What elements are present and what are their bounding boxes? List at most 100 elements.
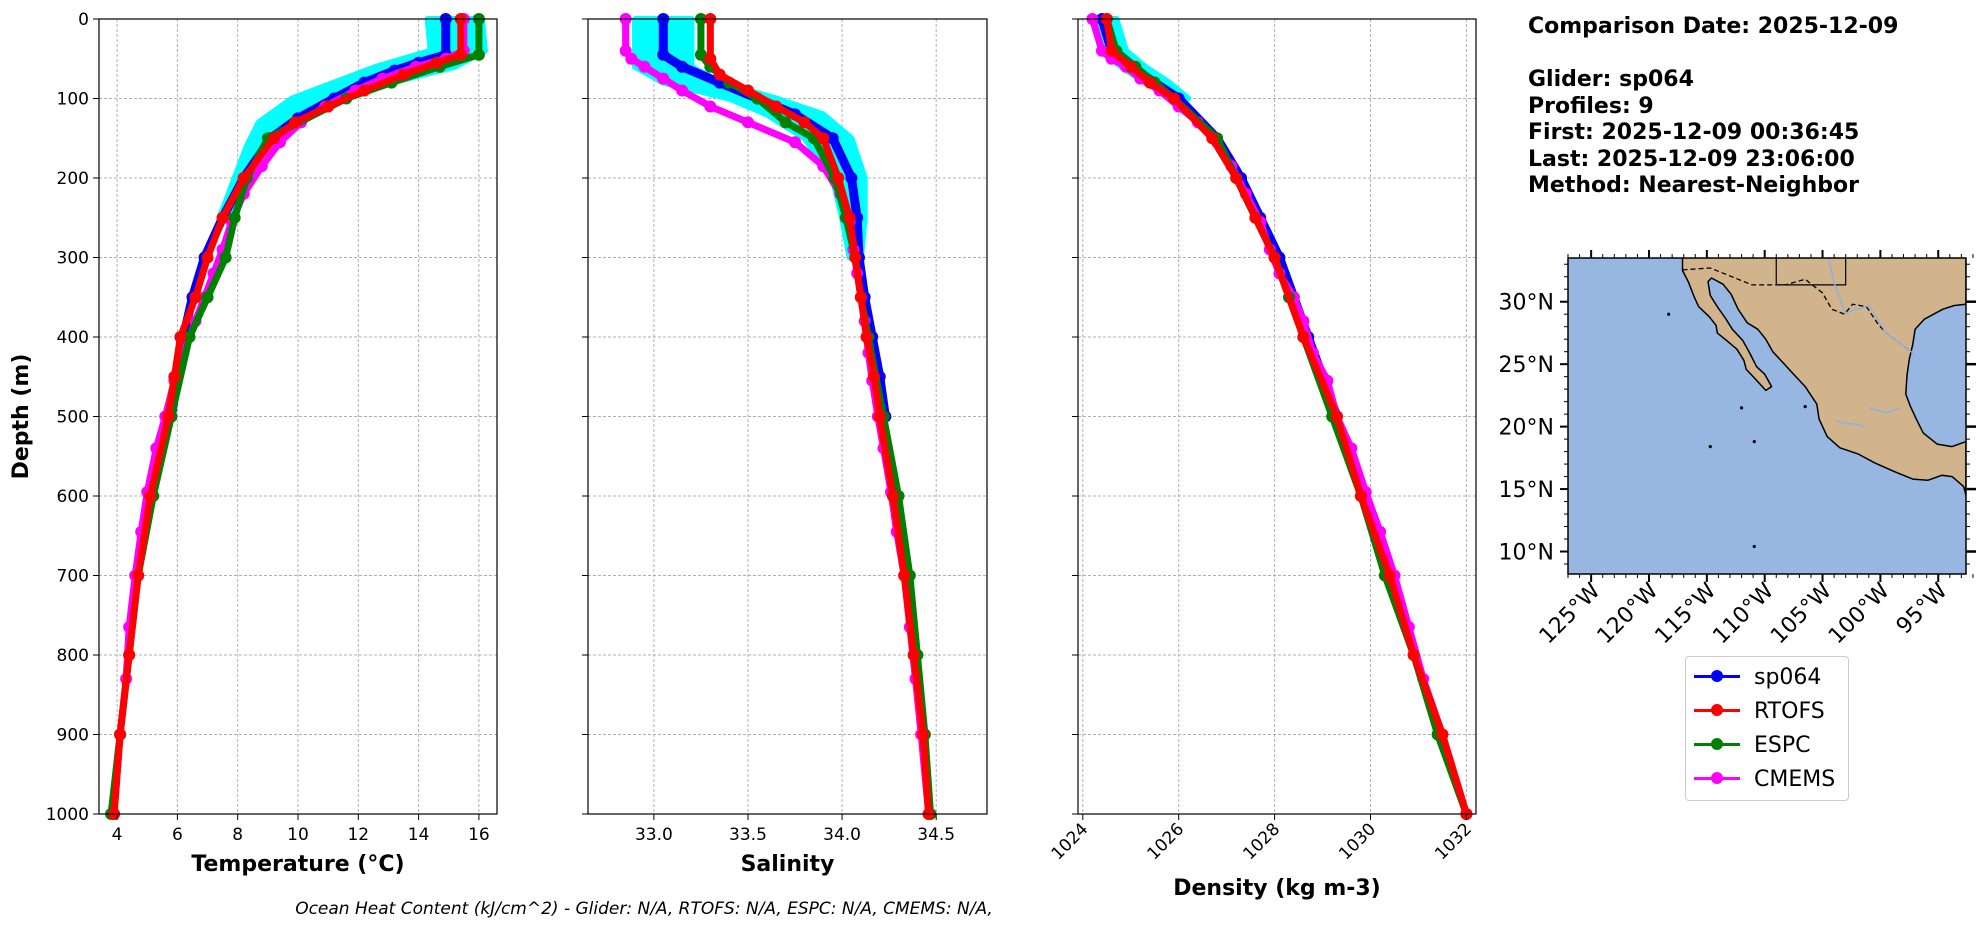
data-point-rtofs (174, 331, 187, 343)
y-tick-label: 700 (57, 567, 89, 587)
island (1803, 405, 1807, 409)
y-tick-label: 600 (57, 487, 89, 507)
map-lon-label: 125°W (1535, 578, 1606, 649)
y-tick-label: 400 (57, 328, 89, 348)
legend-item-cmems: CMEMS (1694, 764, 1835, 794)
map-panel: 30°N 25°N 20°N 15°N 10°N 125°W120°W115°W110°W… (1499, 250, 1976, 649)
data-point-cmems (704, 100, 717, 113)
data-point-rtofs (216, 211, 229, 224)
data-point-rtofs (1330, 410, 1343, 423)
data-point-rtofs (201, 251, 214, 264)
series-line-sp064 (658, 14, 890, 421)
island (1752, 440, 1756, 444)
map-lon-label: 100°W (1824, 578, 1895, 649)
data-point-cmems (741, 116, 754, 129)
data-point-rtofs (397, 68, 410, 81)
legend-label: sp064 (1754, 664, 1822, 690)
x-tick-label: 6 (172, 825, 183, 845)
mexico-landmass (1681, 258, 1966, 497)
map-lon-label: 105°W (1766, 578, 1837, 649)
legend-swatch (1694, 696, 1740, 726)
data-point-rtofs (898, 569, 911, 582)
data-point-rtofs (798, 116, 811, 129)
density-panel: 1024 1026 1028 1030 1032 Density (kg m-3) (1048, 13, 1477, 901)
legend-label: RTOFS (1754, 698, 1825, 724)
y-tick-label: 800 (57, 646, 89, 666)
axes-frame (1077, 18, 1477, 815)
data-point-espc (183, 331, 196, 343)
data-point-cmems (657, 72, 670, 85)
map-lat-label: 30°N (1499, 291, 1554, 316)
data-point-cmems (789, 136, 802, 149)
profile-count: Profiles: 9 (1528, 93, 1654, 119)
data-point-espc (201, 291, 214, 304)
data-point-rtofs (770, 100, 783, 113)
data-point-rtofs (162, 410, 175, 423)
data-point-sp064 (826, 132, 839, 145)
x-tick-label: 10 (287, 825, 309, 845)
data-point-rtofs (1268, 251, 1281, 264)
data-point-rtofs (454, 48, 467, 61)
map-lat-label: 25°N (1499, 353, 1554, 378)
map-lon-label: 115°W (1651, 578, 1722, 649)
data-point-rtofs (854, 291, 867, 304)
data-point-rtofs (886, 490, 899, 502)
data-point-sp064 (845, 172, 858, 184)
comparison-date: Comparison Date: 2025-12-09 (1528, 14, 1899, 39)
data-point-sp064 (657, 48, 670, 61)
data-point-rtofs (1206, 132, 1219, 145)
data-point-espc (472, 48, 485, 61)
y-tick-label: 0 (78, 10, 89, 30)
data-point-rtofs (1167, 92, 1180, 105)
map-lat-label: 10°N (1499, 541, 1554, 566)
method: Method: Nearest-Neighbor (1528, 173, 1859, 198)
legend-label: CMEMS (1754, 766, 1836, 792)
data-point-rtofs (168, 370, 181, 383)
x-tick-label: 34.0 (823, 825, 861, 845)
y-tick-label: 100 (57, 90, 89, 110)
legend-item-sp064: sp064 (1694, 662, 1821, 692)
data-point-cmems (1095, 44, 1108, 57)
state-border (1775, 258, 1847, 286)
legend-item-espc: ESPC (1694, 730, 1811, 760)
last-time: Last: 2025-12-09 23:06:00 (1528, 146, 1855, 172)
data-point-cmems (625, 52, 638, 65)
salinity-panel: 33.0 33.5 34.0 34.5 Salinity (582, 13, 988, 877)
map-lon-label: 95°W (1892, 578, 1953, 639)
data-point-cmems (638, 60, 651, 73)
series-line-rtofs (110, 15, 465, 818)
y-axis-label: Depth (m) (9, 354, 34, 480)
x-tick-label: 16 (468, 825, 490, 845)
data-point-rtofs (267, 132, 280, 145)
map-lon-label: 110°W (1708, 578, 1779, 649)
x-tick-label: 14 (408, 825, 430, 845)
data-point-rtofs (849, 251, 862, 264)
data-point-rtofs (817, 132, 830, 145)
legend-swatch (1694, 730, 1740, 760)
island (1739, 406, 1744, 410)
x-axis-label: Salinity (741, 852, 835, 877)
data-point-rtofs (358, 84, 371, 97)
data-point-rtofs (713, 68, 726, 81)
glider-name: Glider: sp064 (1528, 67, 1694, 92)
x-axis-label: Temperature (°C) (191, 852, 404, 877)
legend-swatch (1694, 764, 1740, 794)
data-point-rtofs (843, 211, 856, 224)
data-point-rtofs (1143, 76, 1156, 89)
y-tick-label: 1000 (46, 805, 89, 825)
land-group (1667, 258, 1966, 549)
data-point-espc (219, 251, 232, 264)
data-point-sp064 (676, 60, 689, 73)
data-point-rtofs (873, 410, 886, 423)
data-point-rtofs (114, 728, 127, 741)
data-point-rtofs (741, 84, 754, 97)
y-tick-label: 500 (57, 408, 89, 428)
x-tick-label: 1032 (1431, 819, 1476, 864)
legend: sp064 RTOFS ESPC CMEMS (1685, 656, 1849, 801)
x-tick-label: 34.5 (917, 825, 955, 845)
map-lat-label: 15°N (1499, 478, 1554, 503)
data-point-rtofs (288, 116, 301, 129)
x-tick-label: 4 (112, 825, 123, 845)
data-point-rtofs (832, 172, 845, 184)
